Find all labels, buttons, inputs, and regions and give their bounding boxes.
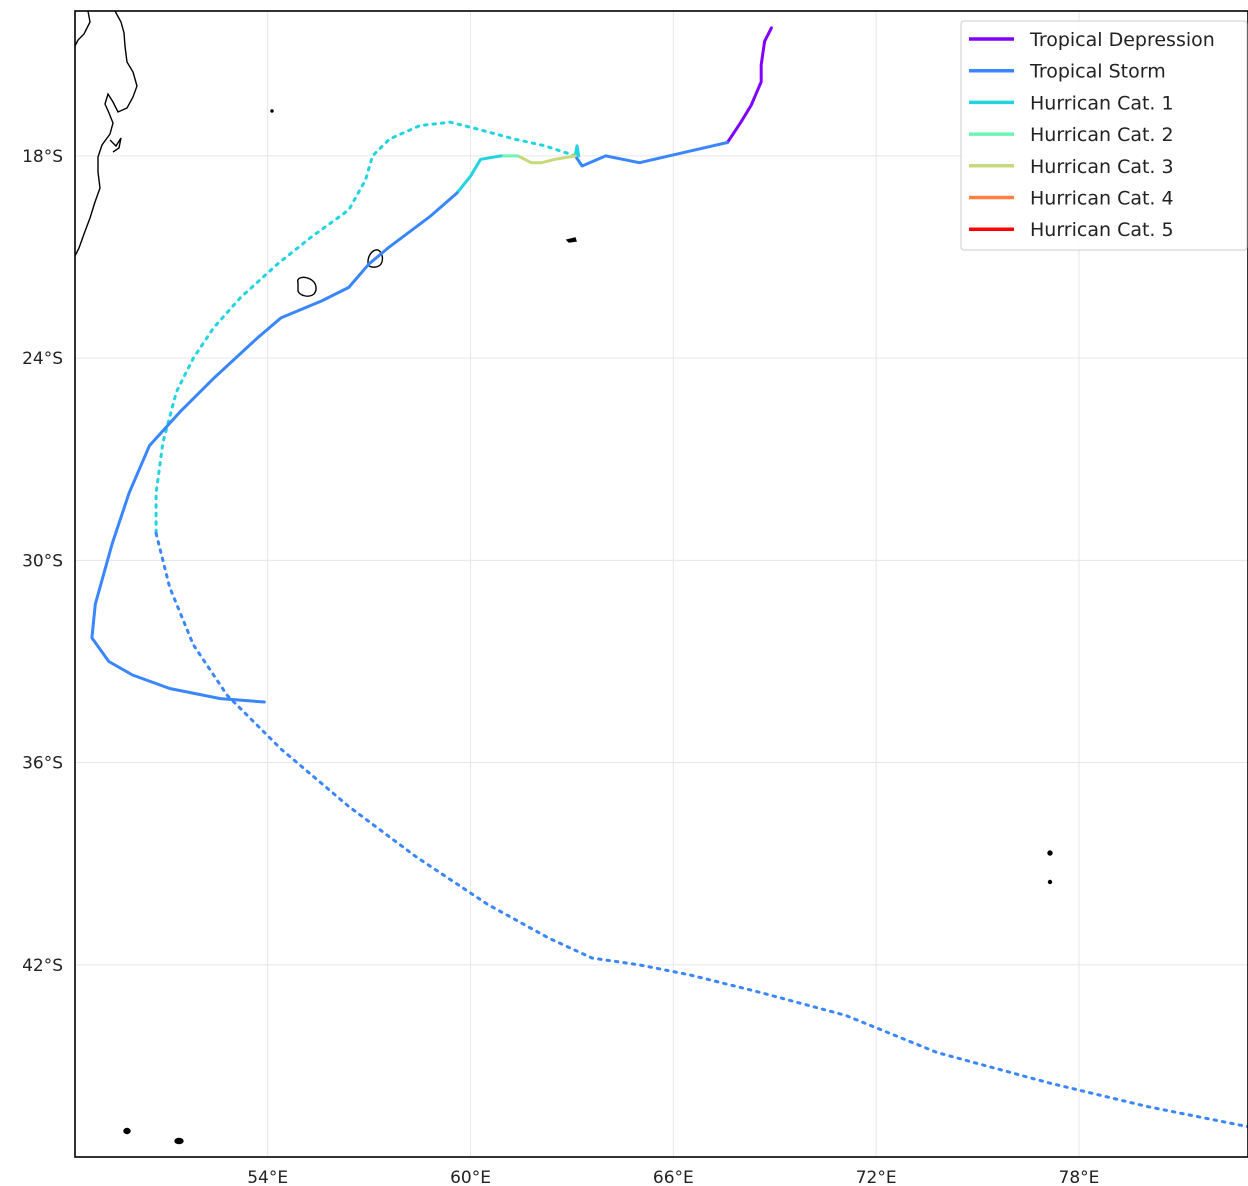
- legend-label: Hurrican Cat. 4: [1030, 188, 1174, 210]
- lon-tick-label: 60°E: [450, 1168, 491, 1186]
- observed-segment-5: [455, 154, 503, 195]
- legend-label: Tropical Depression: [1029, 29, 1215, 51]
- latitude-labels: 18°S 24°S 30°S 36°S 42°S: [22, 147, 63, 976]
- legend-label: Hurrican Cat. 5: [1030, 219, 1174, 241]
- legend-label: Hurrican Cat. 1: [1030, 92, 1174, 114]
- observed-track: [90, 26, 773, 704]
- observed-segment-0: [725, 26, 773, 144]
- legend-label: Hurrican Cat. 3: [1030, 156, 1174, 178]
- legend-label: Tropical Storm: [1029, 61, 1166, 83]
- lon-tick-label: 72°E: [856, 1168, 897, 1186]
- lon-tick-label: 66°E: [653, 1168, 694, 1186]
- observed-segment-1: [573, 141, 729, 168]
- lon-tick-label: 78°E: [1059, 1168, 1100, 1186]
- legend: Tropical Depression Tropical Storm Hurrica…: [960, 20, 1248, 251]
- islet-top: [270, 109, 274, 113]
- st-paul-island: [1047, 879, 1053, 885]
- lat-tick-label: 18°S: [22, 147, 63, 167]
- forecast-segment-1: [154, 531, 1248, 1129]
- rodrigues-island: [565, 237, 577, 243]
- plot-frame: [74, 10, 1248, 1158]
- mauritius-island: [367, 249, 384, 268]
- reunion-island: [297, 276, 317, 297]
- crozet-island-east: [174, 1137, 184, 1145]
- observed-segment-6: [90, 191, 459, 704]
- lat-tick-label: 36°S: [22, 754, 63, 774]
- forecast-track: [154, 120, 1248, 1129]
- legend-box: [960, 20, 1248, 251]
- madagascar-coastline: [75, 11, 138, 257]
- forecast-segment-0: [154, 120, 577, 535]
- coastlines: [75, 11, 1053, 1145]
- madagascar-tip-detail: [109, 137, 122, 153]
- crozet-island-west: [123, 1127, 131, 1135]
- lat-tick-label: 30°S: [22, 551, 63, 571]
- observed-segment-3: [516, 154, 577, 165]
- lat-tick-label: 42°S: [22, 956, 63, 976]
- longitude-labels: 54°E 60°E 66°E 72°E 78°E: [247, 1168, 1099, 1186]
- lat-tick-label: 24°S: [22, 349, 63, 369]
- amsterdam-island: [1047, 850, 1053, 856]
- observed-segment-2: [573, 144, 581, 158]
- legend-label: Hurrican Cat. 2: [1030, 124, 1174, 146]
- gridlines: [75, 11, 1248, 1157]
- lon-tick-label: 54°E: [247, 1168, 288, 1186]
